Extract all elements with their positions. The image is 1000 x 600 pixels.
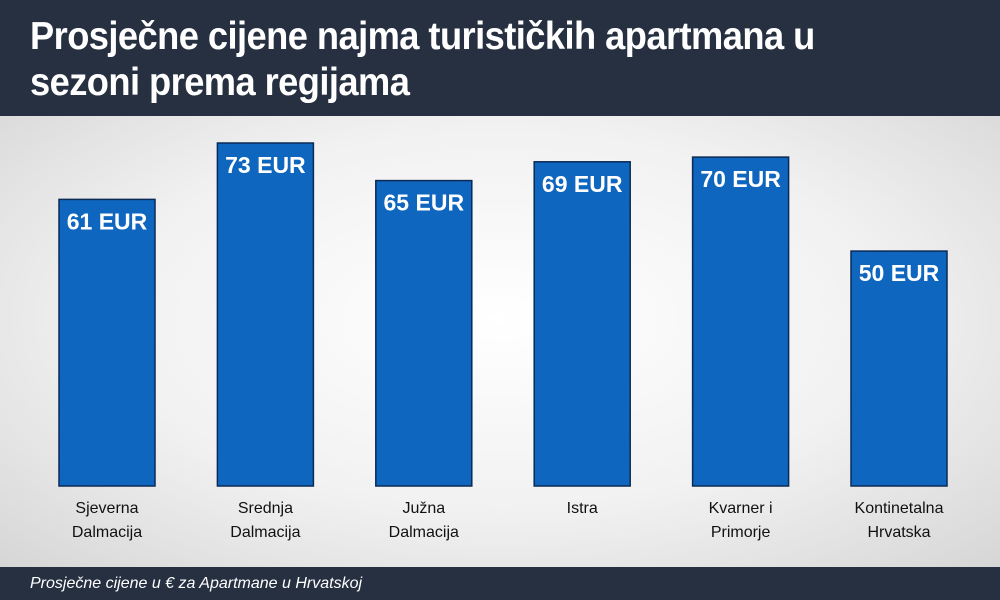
category-label-4: Kvarner i Primorje — [709, 500, 773, 541]
value-label-5: 50 EUR — [859, 260, 940, 286]
bar-2 — [375, 179, 473, 487]
category-label-5: Kontinetalna Hrvatska — [855, 500, 944, 541]
value-label-4: 70 EUR — [700, 166, 781, 192]
value-label-2: 65 EUR — [384, 190, 465, 216]
bar-0 — [58, 198, 156, 487]
value-label-1: 73 EUR — [225, 152, 306, 178]
value-label-3: 69 EUR — [542, 171, 623, 197]
bar-chart: 61 EUR Sjeverna Dalmacija 73 EUR Srednja Dalm… — [58, 142, 948, 541]
page-title: Prosječne cijene najma turističkih apart… — [30, 15, 815, 104]
bar-4 — [691, 156, 790, 487]
category-label-3: Istra — [567, 500, 598, 517]
category-label-2: Južna Dalmacija — [389, 500, 459, 541]
value-label-0: 61 EUR — [67, 208, 148, 234]
chart-area: 61 EUR Sjeverna Dalmacija 73 EUR Srednja Dalm… — [0, 116, 1000, 567]
bar-1 — [216, 142, 315, 487]
footer: Prosječne cijene u € za Apartmane u Hrva… — [0, 567, 1000, 600]
category-label-0: Sjeverna Dalmacija — [72, 500, 142, 541]
header: Prosječne cijene najma turističkih apart… — [0, 0, 1000, 116]
category-label-1: Srednja Dalmacija — [230, 500, 300, 541]
bar-5 — [850, 250, 948, 487]
bar-3 — [533, 161, 631, 487]
footer-caption: Prosječne cijene u € za Apartmane u Hrva… — [30, 575, 363, 592]
